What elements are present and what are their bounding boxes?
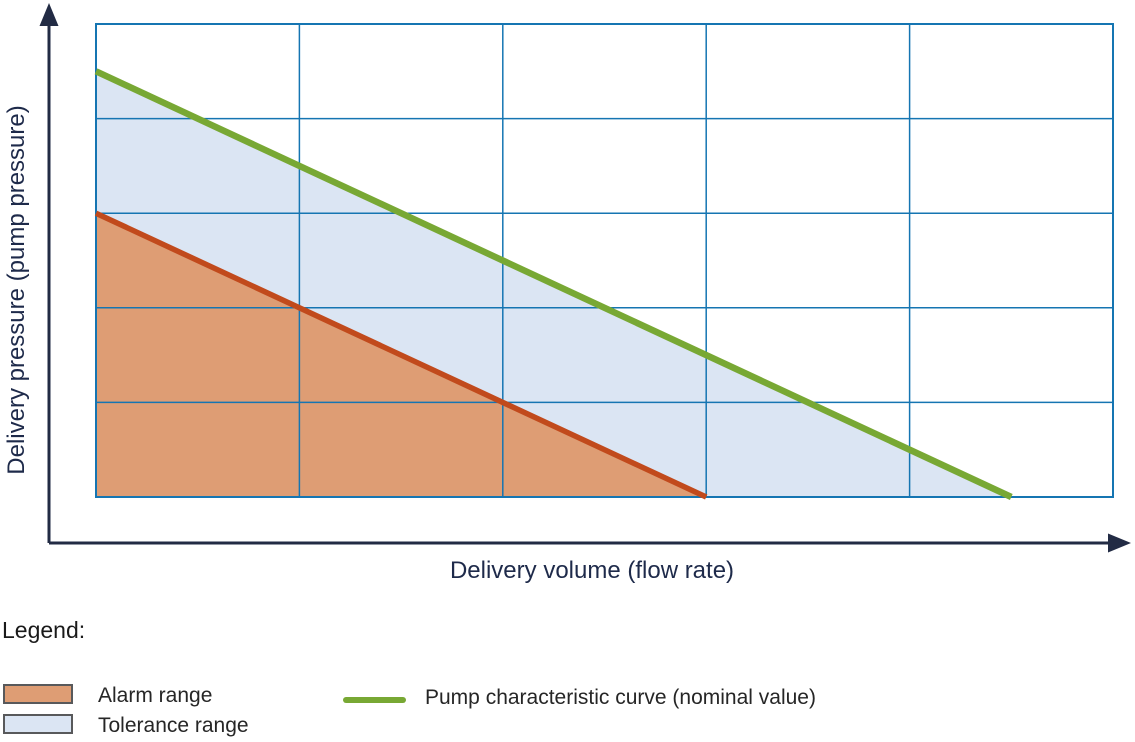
pump-characteristic-curve-nominal-value--line (94, 68, 1013, 500)
alarm-range-area (96, 213, 707, 497)
y-axis-arrow-icon (39, 3, 59, 26)
curve-label: Pump characteristic curve (nominal value… (425, 686, 816, 709)
plot-border (95, 23, 1114, 498)
chart-canvas (39, 3, 1131, 553)
y-axis-label: Delivery pressure (pump pressure) (3, 105, 30, 475)
tolerance-range-swatch (3, 714, 73, 734)
alarm-range-swatch (3, 684, 73, 704)
tolerance-range-label: Tolerance range (98, 714, 249, 737)
legend-title: Legend: (2, 617, 86, 643)
curve-line-swatch (343, 697, 406, 703)
alarm-range-label: Alarm range (98, 684, 213, 707)
x-axis-label: Delivery volume (flow rate) (449, 557, 735, 584)
x-axis-arrow-icon (1108, 533, 1131, 553)
alarm-limit-line-line (94, 210, 708, 500)
